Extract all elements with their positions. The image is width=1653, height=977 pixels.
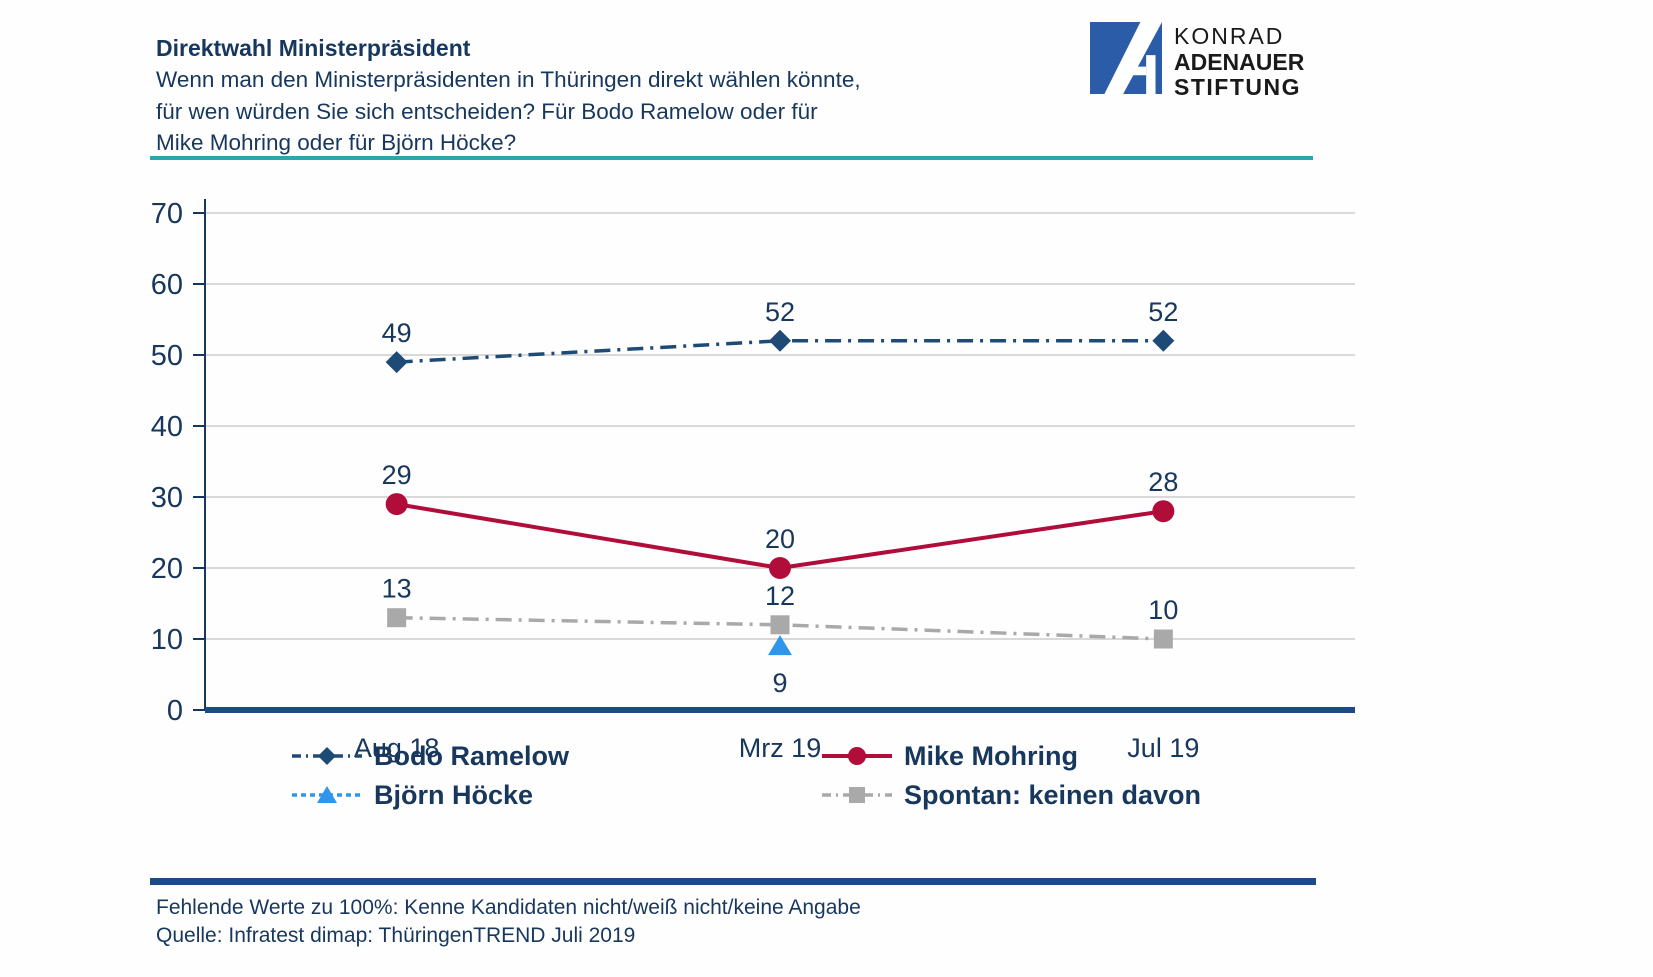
legend-marker-björn-höcke <box>292 786 362 803</box>
series-line-bodo-ramelow <box>396 339 1164 364</box>
y-tick-label-70: 70 <box>151 198 183 230</box>
page-title: Direktwahl Ministerpräsident <box>156 35 471 61</box>
value-label-mike-mohring-aug-18: 29 <box>382 460 412 490</box>
value-label-bodo-ramelow-jul-19: 52 <box>1148 297 1178 327</box>
legend-label-bodo-ramelow: Bodo Ramelow <box>374 740 570 771</box>
y-tick-label-40: 40 <box>151 411 183 443</box>
y-tick-label-30: 30 <box>151 482 183 514</box>
subtitle-line-3: Mike Mohring oder für Björn Höcke? <box>156 130 517 155</box>
y-tick-label-20: 20 <box>151 553 183 585</box>
bottom-divider-bar <box>150 878 1316 885</box>
value-label-spontan-keinen-davon-aug-18: 13 <box>382 574 412 604</box>
line-chart: 0 10 20 30 40 50 60 70 Aug 18 Mrz 19 Jul 19 49 52 52 2… <box>151 198 1355 763</box>
legend-item-björn-höcke: Björn Höcke <box>290 778 533 812</box>
teal-divider <box>150 156 1313 160</box>
subtitle-line-1: Wenn man den Ministerpräsidenten in Thür… <box>156 67 861 92</box>
marker-björn-höcke-mrz-19 <box>768 635 792 656</box>
value-label-mike-mohring-mrz-19: 20 <box>765 524 795 554</box>
value-label-bodo-ramelow-aug-18: 49 <box>382 318 412 348</box>
footnote-missing-values: Fehlende Werte zu 100%: Kenne Kandidaten… <box>156 896 861 919</box>
kas-logo: KONRAD ADENAUER STIFTUNG <box>1090 22 1304 101</box>
series-line-spontan-keinen-davon <box>396 615 1164 641</box>
x-label-jul-19: Jul 19 <box>1127 733 1199 763</box>
title-block: Direktwahl Ministerpräsident Wenn man de… <box>156 33 861 159</box>
marker-mike-mohring-mrz-19 <box>769 557 791 579</box>
marker-bodo-ramelow-mrz-19 <box>769 329 791 352</box>
subtitle-line-2: für wen würden Sie sich entscheiden? Für… <box>156 98 818 124</box>
legend-label-björn-höcke: Björn Höcke <box>374 779 534 810</box>
legend-marker-bodo-ramelow <box>292 747 362 765</box>
marker-mike-mohring-jul-19 <box>1152 500 1175 523</box>
value-label-bodo-ramelow-mrz-19: 52 <box>765 297 795 327</box>
logo-line-stiftung: STIFTUNG <box>1174 74 1301 100</box>
value-label-mike-mohring-jul-19: 28 <box>1148 467 1178 497</box>
value-label-spontan-keinen-davon-jul-19: 10 <box>1148 595 1178 625</box>
marker-bodo-ramelow-aug-18 <box>385 351 408 374</box>
marker-mike-mohring-aug-18 <box>385 493 408 516</box>
x-label-mrz-19: Mrz 19 <box>739 733 822 763</box>
marker-bodo-ramelow-jul-19 <box>1152 329 1175 352</box>
marker-spontan-keinen-davon-mrz-19 <box>770 615 790 635</box>
marker-spontan-keinen-davon-aug-18 <box>387 608 407 628</box>
marker-spontan-keinen-davon-jul-19 <box>1153 629 1173 649</box>
value-label-björn-höcke-mrz-19: 9 <box>772 668 787 698</box>
value-label-spontan-keinen-davon-mrz-19: 12 <box>765 581 795 611</box>
logo-line-adenauer: ADENAUER <box>1174 48 1305 75</box>
legend-item-spontan-keinen-davon: Spontan: keinen davon <box>820 778 1201 812</box>
legend-marker-spontan-keinen-davon <box>822 787 892 803</box>
x-label-aug-18: Aug 18 <box>354 733 440 763</box>
y-tick-label-0: 0 <box>167 695 183 727</box>
y-tick-label-10: 10 <box>151 624 183 656</box>
y-tick-label-60: 60 <box>151 269 183 301</box>
legend-item-mike-mohring: Mike Mohring <box>820 739 1078 773</box>
kas-logo-icon <box>1090 22 1162 94</box>
logo-line-konrad: KONRAD <box>1174 23 1285 49</box>
legend-label-spontan-keinen-davon: Spontan: keinen davon <box>904 779 1202 810</box>
y-tick-label-50: 50 <box>151 340 183 372</box>
legend-label-mike-mohring: Mike Mohring <box>904 740 1078 771</box>
legend-item-bodo-ramelow: Bodo Ramelow <box>290 739 569 773</box>
footnotes: Fehlende Werte zu 100%: Kenne Kandidaten… <box>156 894 861 950</box>
legend-marker-mike-mohring <box>822 747 892 765</box>
kas-logo-text: KONRAD ADENAUER STIFTUNG <box>1174 23 1305 101</box>
footnote-source: Quelle: Infratest dimap: ThüringenTREND … <box>156 924 636 947</box>
